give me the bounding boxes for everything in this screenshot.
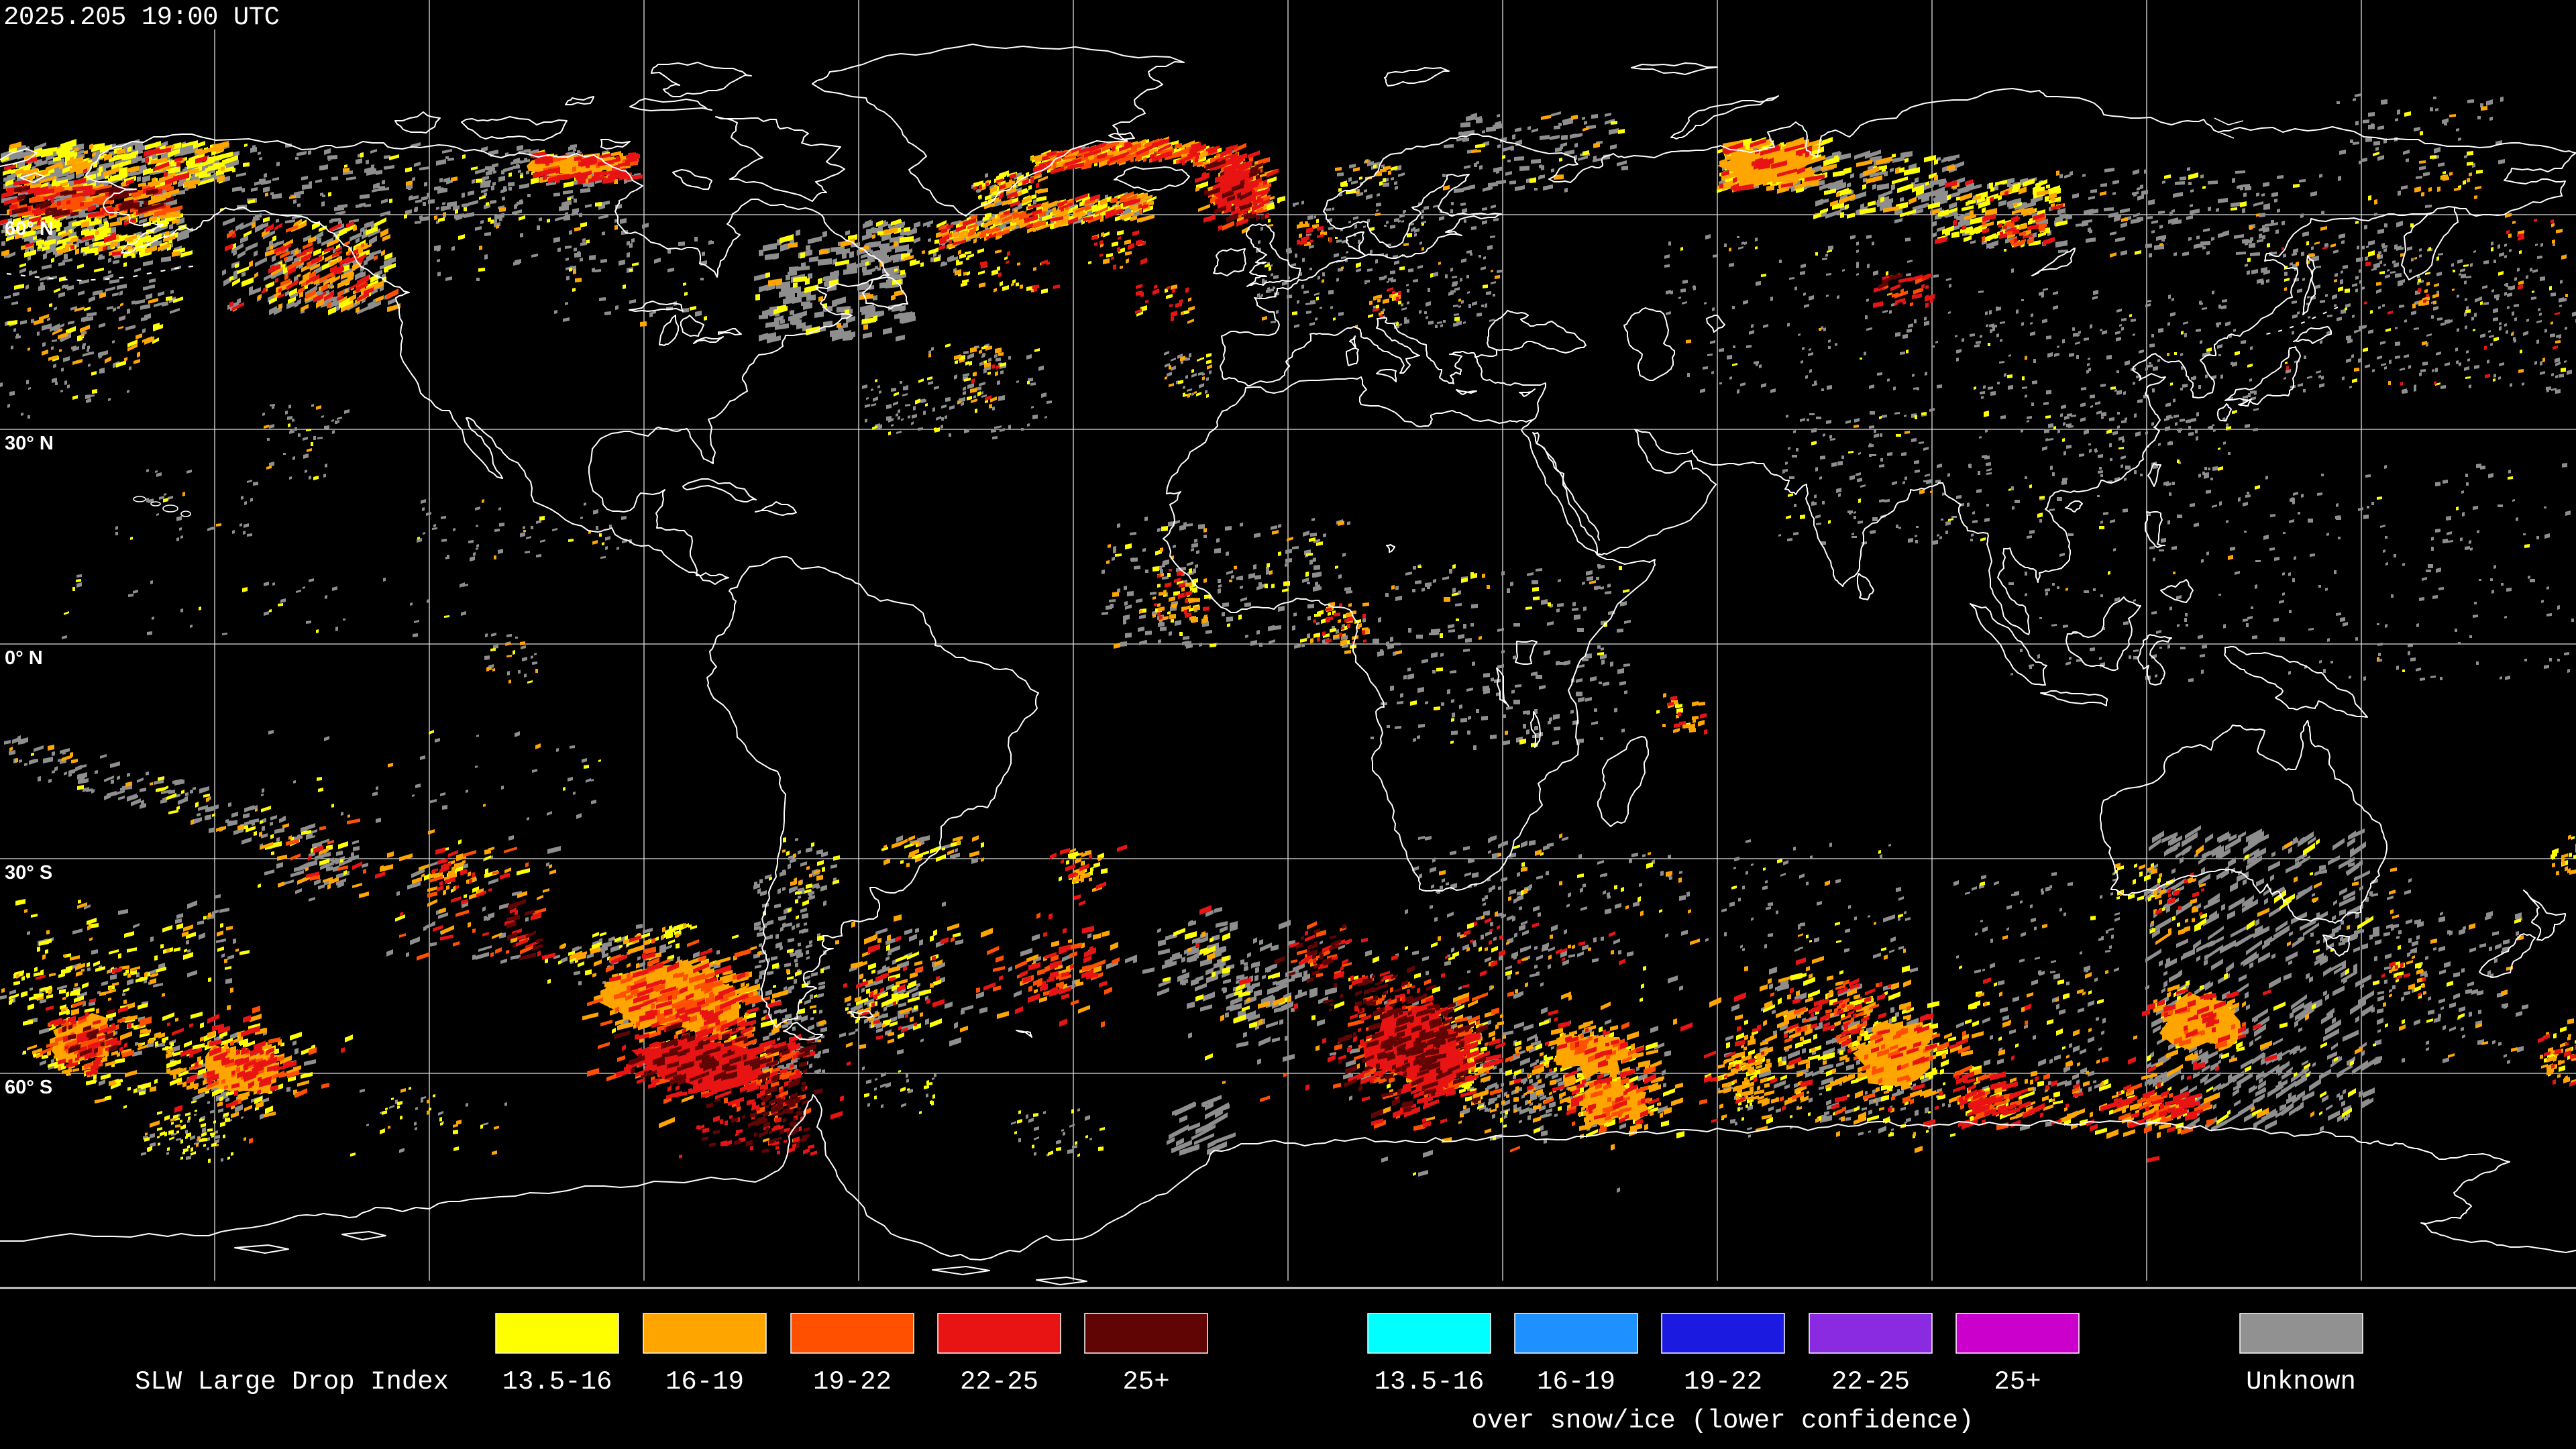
svg-text:16-19: 16-19 [665, 1367, 744, 1397]
svg-text:19-22: 19-22 [813, 1367, 892, 1397]
svg-text:0° N: 0° N [5, 647, 43, 669]
svg-text:60° S: 60° S [5, 1077, 52, 1098]
svg-text:22-25: 22-25 [1831, 1367, 1910, 1397]
svg-text:2025.205 19:00 UTC: 2025.205 19:00 UTC [3, 3, 280, 32]
svg-text:over snow/ice (lower confidenc: over snow/ice (lower confidence) [1472, 1406, 1974, 1436]
svg-text:60° N: 60° N [5, 218, 54, 239]
svg-text:25+: 25+ [1122, 1367, 1169, 1397]
svg-text:30° N: 30° N [5, 433, 54, 454]
svg-text:25+: 25+ [1994, 1367, 2041, 1397]
svg-text:16-19: 16-19 [1537, 1367, 1615, 1397]
svg-text:19-22: 19-22 [1684, 1367, 1762, 1397]
svg-text:SLW Large Drop Index: SLW Large Drop Index [135, 1367, 449, 1397]
svg-text:22-25: 22-25 [960, 1367, 1038, 1397]
svg-text:30° S: 30° S [5, 862, 52, 883]
svg-text:13.5-16: 13.5-16 [1375, 1367, 1485, 1397]
svg-text:13.5-16: 13.5-16 [502, 1367, 612, 1397]
svg-text:Unknown: Unknown [2246, 1367, 2356, 1397]
